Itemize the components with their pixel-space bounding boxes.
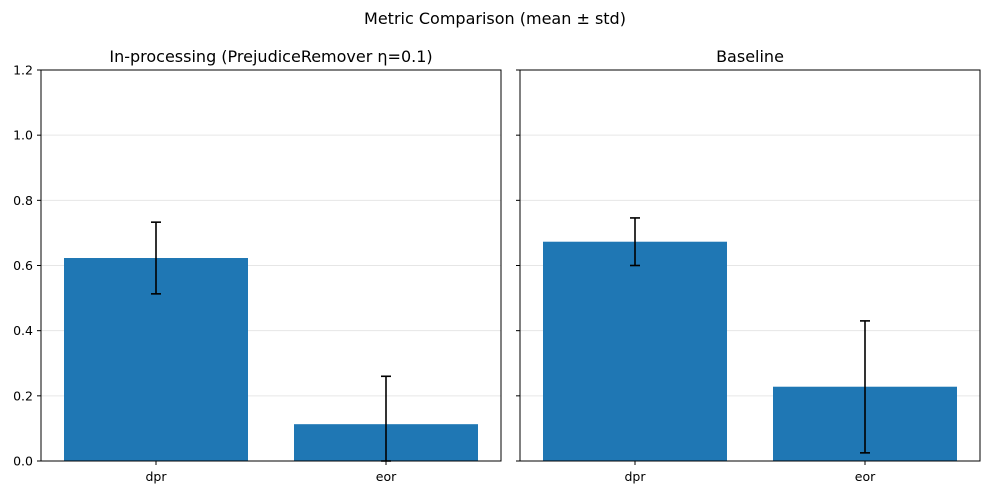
bar-dpr	[543, 241, 727, 461]
chart-panel-baseline: dpr eor Baseline	[516, 47, 981, 484]
panel-title: In-processing (PrejudiceRemover η=0.1)	[109, 47, 432, 66]
y-tick-label: 0.8	[13, 193, 33, 208]
y-tick-label: 0.2	[13, 388, 33, 403]
y-tick-label: 0.4	[13, 323, 33, 338]
figure-title: Metric Comparison (mean ± std)	[364, 9, 626, 28]
x-tick-label: eor	[376, 469, 397, 484]
panel-title: Baseline	[716, 47, 784, 66]
axes-frame	[40, 69, 502, 462]
y-tick-label: 0.6	[13, 258, 33, 273]
y-tick-label: 1.0	[13, 128, 33, 143]
x-tick-label: eor	[855, 469, 876, 484]
y-tick-label: 1.2	[13, 63, 33, 78]
y-tick-label: 0.0	[13, 454, 33, 469]
chart-panel-in-processing: dpr eor 0.0 0.2 0.4 0.6 0.8 1.0 1.2 In-processing…	[13, 47, 502, 484]
x-tick-label: dpr	[145, 469, 167, 484]
axes-frame	[519, 69, 981, 462]
x-tick-label: dpr	[624, 469, 646, 484]
